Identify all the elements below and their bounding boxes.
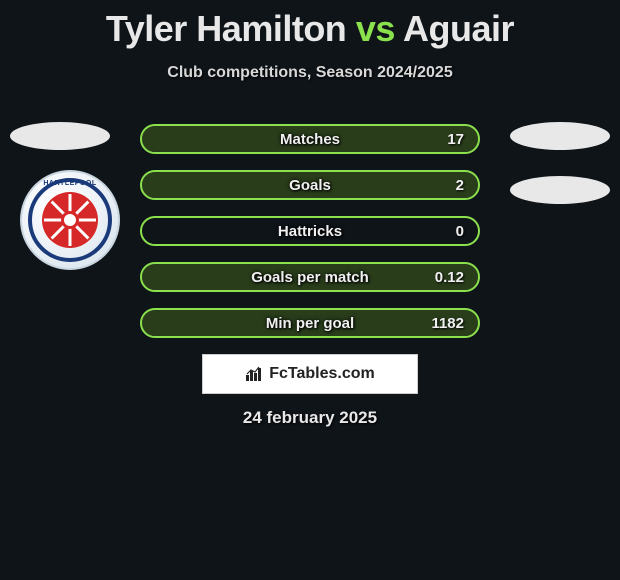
- stat-row-goals-per-match: Goals per match 0.12: [140, 262, 480, 292]
- stat-label: Hattricks: [142, 218, 478, 244]
- stat-row-matches: Matches 17: [140, 124, 480, 154]
- stat-label: Goals: [142, 172, 478, 198]
- player2-name: Aguair: [403, 8, 514, 49]
- player2-club-placeholder: [510, 176, 610, 204]
- stat-value: 2: [456, 172, 464, 198]
- player1-club-badge: HARTLEPOOL: [20, 170, 120, 270]
- stat-row-goals: Goals 2: [140, 170, 480, 200]
- stat-value: 0.12: [435, 264, 464, 290]
- brand-text: FcTables.com: [269, 365, 375, 383]
- brand-box: FcTables.com: [202, 354, 418, 394]
- vs-text: vs: [356, 8, 395, 49]
- club-badge-text: HARTLEPOOL: [20, 180, 120, 187]
- page-title: Tyler Hamilton vs Aguair: [0, 0, 620, 50]
- date-text: 24 february 2025: [0, 408, 620, 428]
- stat-label: Goals per match: [142, 264, 478, 290]
- stat-label: Min per goal: [142, 310, 478, 336]
- bar-chart-icon: [245, 365, 263, 383]
- stat-row-hattricks: Hattricks 0: [140, 216, 480, 246]
- subtitle: Club competitions, Season 2024/2025: [0, 64, 620, 82]
- player1-flag-placeholder: [10, 122, 110, 150]
- stat-value: 17: [447, 126, 464, 152]
- stat-value: 1182: [431, 310, 464, 336]
- stat-label: Matches: [142, 126, 478, 152]
- stats-bars: Matches 17 Goals 2 Hattricks 0 Goals per…: [140, 124, 480, 354]
- player2-flag-placeholder: [510, 122, 610, 150]
- player1-name: Tyler Hamilton: [106, 8, 346, 49]
- stat-row-min-per-goal: Min per goal 1182: [140, 308, 480, 338]
- stat-value: 0: [456, 218, 464, 244]
